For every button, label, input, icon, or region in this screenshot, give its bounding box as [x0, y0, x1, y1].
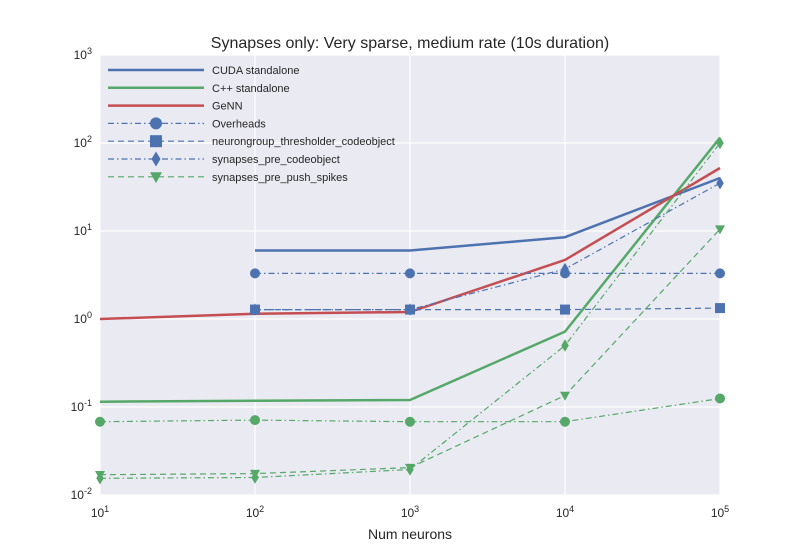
data-point — [251, 303, 259, 316]
legend-label: Overheads — [212, 118, 266, 130]
data-point — [715, 303, 725, 314]
series-line — [99, 136, 721, 403]
data-point — [716, 176, 724, 190]
data-point — [560, 416, 570, 427]
data-point — [716, 136, 724, 150]
data-point — [96, 472, 104, 485]
y-tick-label: 10-2 — [71, 486, 92, 502]
legend-item: synapses_pre_push_spikes — [108, 172, 348, 184]
series-line — [255, 182, 721, 311]
legend-label: C++ standalone — [212, 83, 290, 95]
x-tick-label: 104 — [556, 504, 574, 520]
data-point — [560, 391, 570, 401]
data-point — [715, 393, 725, 404]
data-point — [250, 415, 260, 426]
legend-label: neurongroup_thresholder_codeobject — [212, 136, 395, 148]
data-point — [561, 339, 569, 352]
data-point — [715, 225, 725, 235]
series-1 — [99, 136, 721, 403]
series-5 — [251, 176, 724, 316]
legend-marker — [150, 172, 162, 184]
data-point — [406, 463, 414, 476]
legend-item: Overheads — [108, 117, 266, 130]
x-tick-label: 101 — [91, 504, 109, 520]
series-6 — [95, 393, 725, 427]
data-point — [560, 304, 570, 315]
x-tick-label: 102 — [246, 504, 264, 520]
legend-item: C++ standalone — [108, 83, 290, 95]
legend-item: CUDA standalone — [108, 65, 299, 77]
data-point — [405, 268, 415, 279]
series-layer — [95, 136, 725, 485]
data-point — [250, 268, 260, 279]
data-point — [715, 268, 725, 279]
legend-label: CUDA standalone — [212, 65, 299, 77]
legend: CUDA standalone C++ standalone GeNN Overhea… — [108, 65, 395, 184]
x-axis-label: Num neurons — [368, 526, 452, 542]
x-tick-label: 103 — [401, 504, 419, 520]
x-tick-label: 105 — [711, 504, 729, 520]
data-point — [405, 416, 415, 427]
y-tick-label: 101 — [74, 222, 92, 238]
y-tick-labels: 10-2 10-1 100 101 102 103 — [71, 46, 92, 502]
data-point — [95, 416, 105, 427]
legend-item: synapses_pre_codeobject — [108, 151, 340, 167]
y-tick-label: 103 — [74, 46, 92, 62]
legend-item: GeNN — [108, 101, 243, 113]
series-0 — [255, 176, 721, 252]
legend-marker — [150, 117, 162, 130]
y-tick-label: 100 — [74, 310, 92, 326]
legend-marker — [151, 151, 161, 167]
chart-title: Synapses only: Very sparse, medium rate … — [211, 35, 609, 52]
data-point — [406, 303, 414, 316]
series-line — [255, 176, 721, 252]
legend-label: GeNN — [212, 101, 243, 113]
y-tick-label: 102 — [74, 134, 92, 150]
series-line — [99, 397, 721, 423]
x-tick-labels: 101 102 103 104 105 — [91, 504, 729, 520]
y-tick-label: 10-1 — [71, 398, 92, 414]
legend-item: neurongroup_thresholder_codeobject — [108, 135, 395, 148]
legend-label: synapses_pre_codeobject — [212, 154, 340, 166]
legend-label: synapses_pre_push_spikes — [212, 172, 348, 184]
data-point — [251, 471, 259, 484]
series-line — [255, 307, 721, 311]
legend-marker — [150, 135, 162, 148]
data-point — [561, 262, 569, 276]
series-8 — [96, 136, 724, 485]
